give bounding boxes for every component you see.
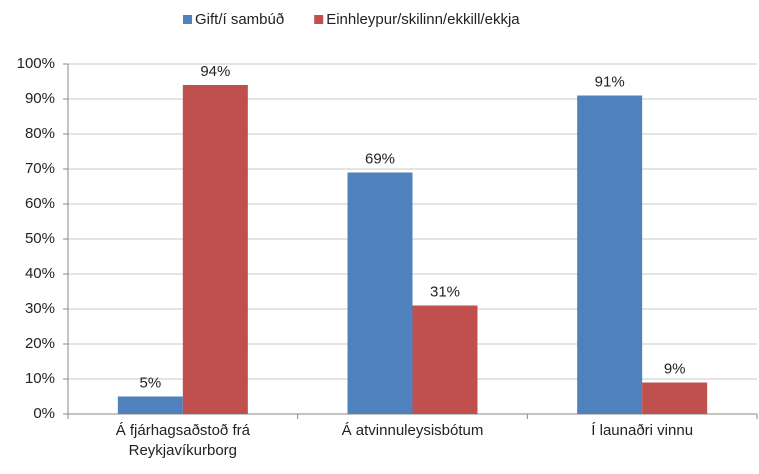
y-tick-label: 10% xyxy=(25,370,55,387)
legend-swatch xyxy=(183,15,192,24)
bar xyxy=(347,172,413,414)
bar xyxy=(117,396,183,414)
bar xyxy=(412,305,478,414)
x-tick-label: Á atvinnuleysisbótum xyxy=(342,422,484,439)
bar xyxy=(182,85,248,414)
y-tick-label: 30% xyxy=(25,300,55,317)
x-tick-label: Á fjárhagsaðstoð frá Reykjavíkurborg xyxy=(116,422,251,459)
x-tick-label: Í launaðri vinnu xyxy=(591,422,693,439)
value-label: 94% xyxy=(200,63,230,80)
y-tick-label: 50% xyxy=(25,230,55,247)
y-tick-label: 70% xyxy=(25,160,55,177)
y-tick-label: 60% xyxy=(25,195,55,212)
value-label: 91% xyxy=(595,73,625,90)
y-tick-label: 40% xyxy=(25,265,55,282)
bar xyxy=(642,382,708,414)
legend-label: Gift/í sambúð xyxy=(195,11,284,28)
value-label: 69% xyxy=(365,150,395,167)
y-tick-label: 80% xyxy=(25,125,55,142)
bar xyxy=(577,95,643,414)
legend-swatch xyxy=(314,15,324,24)
value-label: 9% xyxy=(664,360,686,377)
y-tick-label: 90% xyxy=(25,90,55,107)
value-label: 5% xyxy=(139,374,161,391)
y-tick-label: 20% xyxy=(25,335,55,352)
y-tick-label: 100% xyxy=(17,55,55,72)
value-label: 31% xyxy=(430,283,460,300)
legend-label: Einhleypur/skilinn/ekkill/ekkja xyxy=(326,11,520,28)
y-tick-label: 0% xyxy=(33,405,55,422)
